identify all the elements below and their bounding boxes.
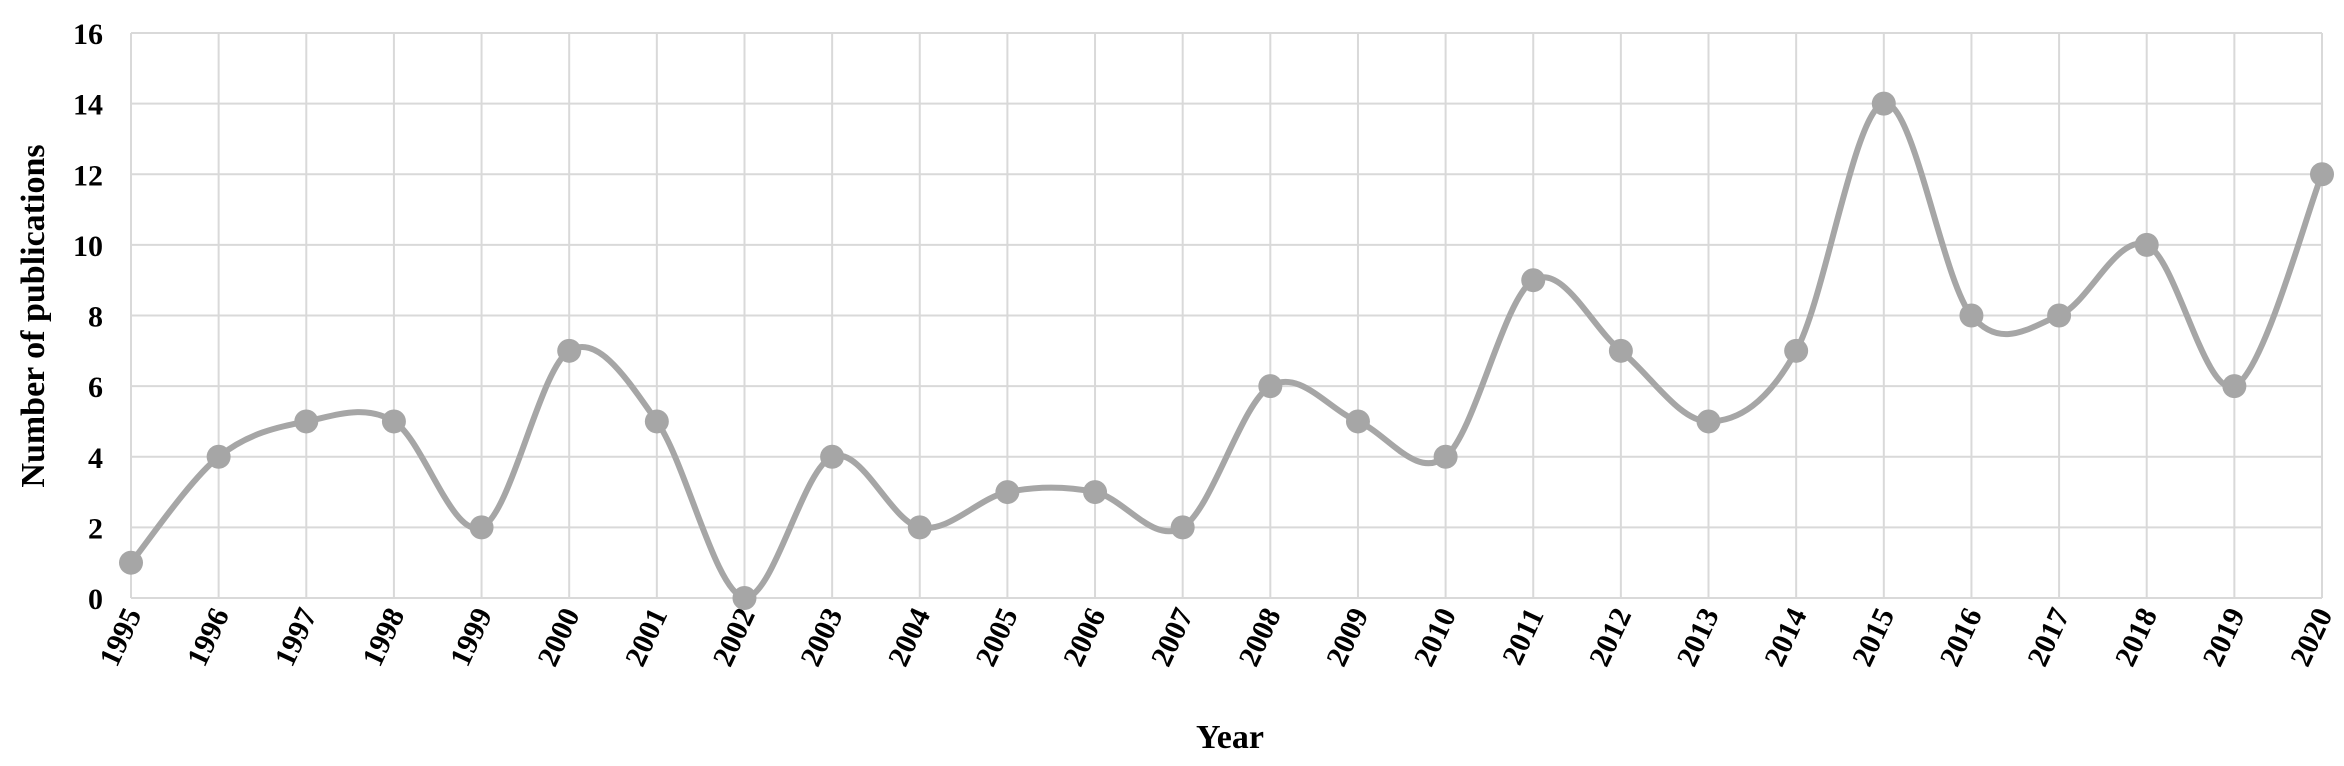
x-tick-label: 1997 — [268, 603, 323, 671]
data-point-2014 — [1784, 338, 1809, 363]
y-axis-title: Number of publications — [15, 144, 52, 487]
data-point-2008 — [1258, 374, 1283, 399]
x-tick-label: 2013 — [1671, 603, 1726, 671]
data-point-2001 — [644, 409, 669, 434]
data-point-2016 — [1959, 303, 1984, 328]
x-tick-label: 2003 — [794, 603, 849, 671]
x-tick-label: 2006 — [1057, 603, 1112, 671]
x-tick-label: 2020 — [2284, 603, 2339, 671]
y-tick-label: 6 — [88, 371, 103, 404]
y-tick-label: 12 — [73, 159, 103, 192]
x-tick-label: 2004 — [882, 603, 937, 671]
data-point-2017 — [2047, 303, 2072, 328]
x-tick-label: 2008 — [1232, 603, 1287, 671]
data-point-2005 — [995, 480, 1020, 505]
x-tick-label: 2012 — [1583, 603, 1638, 671]
y-axis-ticks: 0 2 4 6 8 10 12 14 16 — [73, 18, 103, 616]
data-point-1996 — [206, 444, 231, 469]
data-point-2011 — [1521, 268, 1546, 293]
y-tick-label: 14 — [73, 89, 103, 122]
data-point-2009 — [1345, 409, 1370, 434]
y-tick-label: 4 — [88, 442, 103, 475]
data-point-1998 — [381, 409, 406, 434]
series-line-layer — [128, 100, 2325, 601]
data-point-1995 — [119, 550, 143, 575]
x-tick-label: 1999 — [444, 603, 499, 671]
x-tick-label: 2016 — [1934, 603, 1989, 671]
x-tick-label: 1996 — [181, 603, 236, 671]
y-tick-label: 8 — [88, 301, 103, 334]
data-point-2006 — [1083, 480, 1108, 505]
x-axis-title: Year — [1196, 719, 1264, 756]
data-point-2012 — [1608, 338, 1633, 363]
data-point-2020 — [2310, 162, 2334, 187]
x-tick-label: 2011 — [1496, 603, 1551, 670]
data-point-2018 — [2134, 232, 2159, 257]
data-point-2007 — [1170, 515, 1195, 540]
x-tick-label: 1998 — [356, 603, 411, 671]
data-point-2013 — [1696, 409, 1721, 434]
y-tick-label: 16 — [73, 18, 103, 51]
grid — [130, 32, 2323, 599]
x-tick-label: 2009 — [1320, 603, 1375, 671]
x-tick-label: 2015 — [1846, 603, 1901, 671]
x-tick-label: 2000 — [531, 603, 586, 671]
data-point-2015 — [1871, 91, 1896, 116]
data-point-2004 — [907, 515, 932, 540]
x-tick-label: 2007 — [1145, 603, 1200, 671]
series-markers — [119, 91, 2334, 610]
data-point-2003 — [820, 444, 845, 469]
data-point-1999 — [469, 515, 494, 540]
x-tick-label: 2014 — [1758, 603, 1813, 671]
data-point-2002 — [732, 586, 757, 610]
x-tick-label: 2018 — [2109, 603, 2164, 671]
x-tick-label: 2001 — [619, 603, 674, 671]
x-tick-label: 2002 — [707, 603, 762, 671]
x-tick-label: 2019 — [2196, 603, 2251, 671]
data-point-2000 — [557, 338, 582, 363]
data-point-2010 — [1433, 444, 1458, 469]
y-tick-label: 10 — [73, 230, 103, 263]
x-tick-label: 2010 — [1408, 603, 1463, 671]
x-tick-label: 2005 — [969, 603, 1024, 671]
data-point-1997 — [294, 409, 319, 434]
series-line — [128, 100, 2325, 601]
y-tick-label: 2 — [88, 512, 103, 545]
x-tick-label: 2017 — [2021, 603, 2076, 671]
data-point-2019 — [2222, 374, 2247, 399]
y-tick-label: 0 — [88, 583, 103, 616]
x-axis-ticks: 1995 1996 1997 1998 1999 2000 2001 2002 2003 2004… — [93, 603, 2339, 671]
